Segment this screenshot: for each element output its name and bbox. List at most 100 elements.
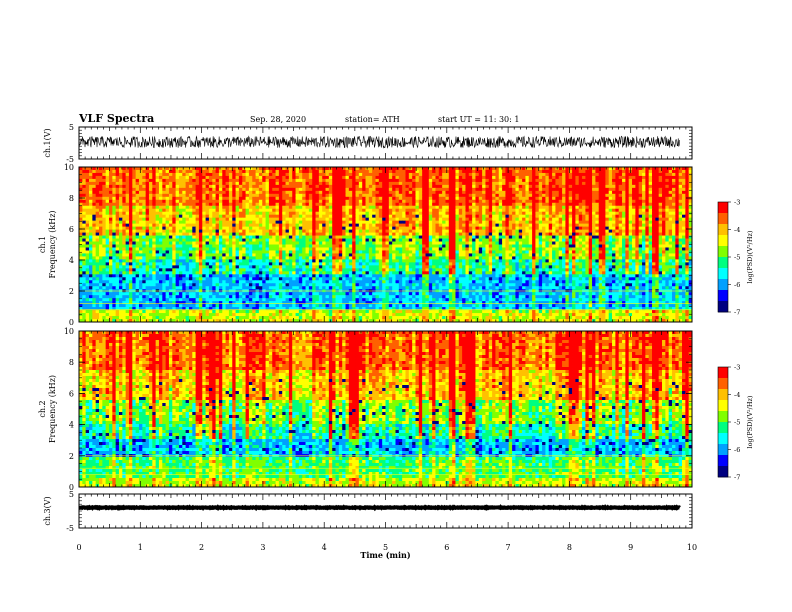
spectrogram-cell — [552, 238, 556, 242]
spectrogram-cell — [452, 184, 456, 189]
spectrogram-cell — [182, 214, 187, 219]
spectrogram-cell — [152, 223, 157, 228]
spectrogram-cell — [192, 214, 196, 219]
spectrogram-cell — [658, 167, 663, 171]
spectrogram-cell — [348, 226, 353, 230]
spectrogram-cell — [362, 244, 366, 248]
spectrogram-cell — [418, 235, 423, 239]
spectrogram-cell — [112, 181, 117, 186]
spectrogram-cell — [248, 232, 253, 236]
spectrogram-cell — [505, 190, 510, 195]
spectrogram-cell — [538, 214, 543, 219]
spectrogram-cell — [568, 223, 573, 228]
spectrogram-cell — [302, 235, 306, 239]
spectrogram-cell — [485, 241, 490, 245]
spectrogram-cell — [668, 193, 673, 198]
spectrogram-cell — [145, 226, 150, 230]
spectrogram-cell — [198, 202, 203, 207]
spectrogram-cell — [518, 196, 523, 201]
spectrogram-cell — [245, 214, 250, 219]
spectrogram-cell — [495, 220, 500, 225]
spectrogram-cell — [675, 196, 680, 201]
spectrogram-cell — [638, 211, 643, 216]
spectrogram-cell — [498, 208, 503, 213]
spectrogram-cell — [445, 226, 450, 230]
spectrogram-cell — [565, 169, 570, 174]
spectrogram-cell — [605, 169, 610, 174]
spectrogram-cell — [188, 205, 193, 210]
spectrogram-cell — [505, 241, 510, 245]
spectrogram-cell — [245, 235, 250, 239]
spectrogram-cell — [578, 181, 583, 186]
spectrogram-cell — [248, 214, 253, 219]
spectrogram-cell — [208, 205, 213, 210]
spectrogram-cell — [185, 244, 190, 248]
spectrogram-cell — [625, 220, 630, 225]
spectrogram-cell — [95, 217, 100, 222]
spectrogram-cell — [245, 220, 250, 225]
spectrogram-cell — [578, 208, 583, 213]
spectrogram-cell — [362, 226, 366, 230]
spectrogram-cell — [578, 167, 583, 171]
spectrogram-cell — [218, 220, 223, 225]
spectrogram-cell — [228, 184, 233, 189]
spectrogram-cell — [118, 205, 123, 210]
spectrogram-cell — [648, 196, 653, 201]
spectrogram-cell — [232, 223, 236, 228]
spectrogram-cell — [125, 217, 130, 222]
spectrogram-cell — [482, 172, 486, 177]
spectrogram-cell — [198, 220, 203, 225]
spectrogram-cell — [125, 247, 130, 251]
spectrogram-cell — [415, 169, 420, 174]
spectrogram-cell — [238, 208, 243, 213]
spectrogram-cell — [478, 223, 483, 228]
spectrogram-cell — [378, 205, 383, 210]
spectrogram-cell — [422, 199, 426, 204]
spectrogram-cell — [222, 175, 226, 180]
spectrogram-cell — [208, 193, 213, 198]
spectrogram-cell — [372, 181, 376, 186]
spectrogram-cell — [105, 247, 110, 251]
spectrogram-cell — [535, 232, 540, 236]
spectrogram-cell — [252, 208, 256, 213]
spectrogram-cell — [322, 229, 326, 233]
spectrogram-cell — [82, 202, 87, 207]
spectrogram-cell — [155, 175, 160, 180]
spectrogram-cell — [172, 235, 177, 239]
spectrogram-cell — [288, 214, 293, 219]
spectrogram-cell — [562, 235, 566, 239]
spectrogram-cell — [585, 238, 590, 242]
spectrogram-cell — [345, 241, 350, 245]
spectrogram-cell — [565, 244, 570, 248]
spectrogram-cell — [468, 241, 473, 245]
spectrogram-cell — [448, 202, 453, 207]
spectrogram-cell — [308, 202, 313, 207]
spectrogram-cell — [395, 238, 400, 242]
spectrogram-cell — [495, 238, 500, 242]
spectrogram-cell — [475, 202, 480, 207]
spectrogram-cell — [542, 235, 546, 239]
spectrogram-cell — [462, 196, 466, 201]
spectrogram-cell — [472, 223, 476, 228]
spectrogram-cell — [335, 172, 340, 177]
spectrogram-cell — [142, 184, 147, 189]
spectrogram-cell — [322, 244, 326, 248]
spectrogram-cell — [298, 208, 303, 213]
spectrogram-cell — [662, 187, 666, 192]
spectrogram-cell — [605, 202, 610, 207]
spectrogram-cell — [615, 167, 620, 171]
spectrogram-cell — [175, 220, 180, 225]
spectrogram-cell — [495, 202, 500, 207]
spectrogram-cell — [672, 211, 676, 216]
spectrogram-cell — [182, 199, 187, 204]
spectrogram-cell — [525, 208, 530, 213]
spectrogram-cell — [442, 205, 446, 210]
spectrogram-cell — [388, 241, 393, 245]
spectrogram-cell — [338, 181, 343, 186]
spectrogram-cell — [122, 193, 127, 198]
spectrogram-cell — [665, 193, 670, 198]
spectrogram-cell — [345, 217, 350, 222]
spectrogram-cell — [455, 223, 460, 228]
spectrogram-cell — [648, 226, 653, 230]
spectrogram-cell — [252, 196, 256, 201]
